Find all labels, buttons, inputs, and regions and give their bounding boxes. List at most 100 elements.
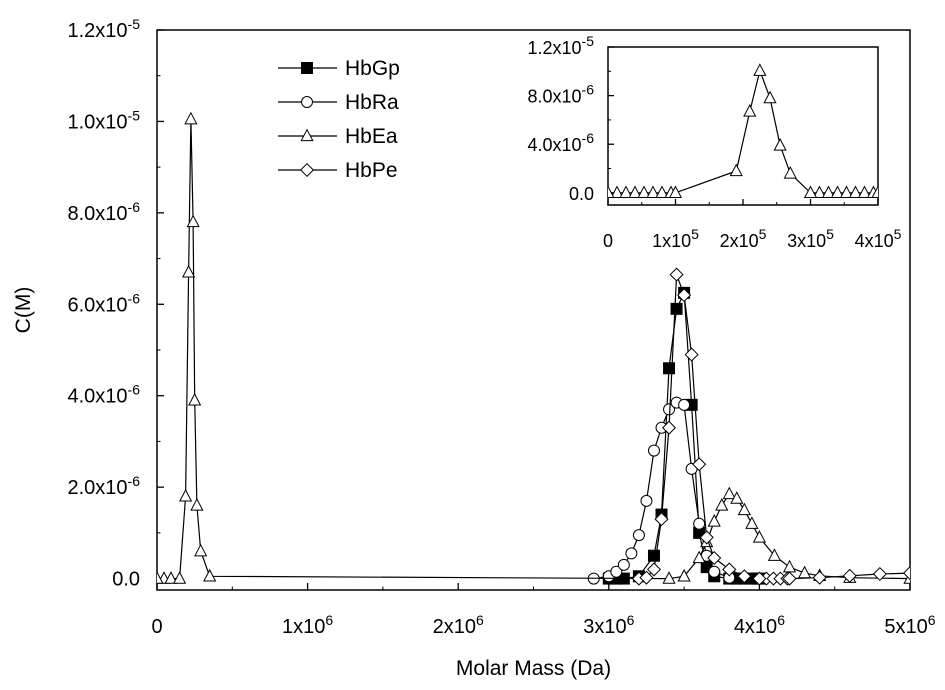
- series-marker-hbea: [857, 185, 872, 199]
- series-marker-hbea: [839, 185, 854, 199]
- series-marker-hbra: [625, 547, 638, 560]
- series-marker-hbra: [640, 494, 653, 507]
- series-marker-hbea: [646, 185, 660, 199]
- y-axis-title: C(M): [12, 287, 35, 334]
- x-tick-label: 4x106: [734, 612, 785, 638]
- series-marker-hbra: [693, 517, 706, 530]
- y-tick-label: 6.0x10-6: [67, 290, 140, 316]
- series-marker-hbpe: [692, 457, 707, 472]
- legend-marker-hbra: [301, 96, 313, 108]
- series-marker-hbea: [172, 571, 187, 584]
- x-tick-label: 2x105: [720, 226, 767, 251]
- inset-plot: 0 1x105 2x105 3x105 4x105 0.0 4.0x10-6 8.0x10-6…: [528, 33, 902, 251]
- series-marker-hbpe: [646, 562, 662, 577]
- series-marker-hbea: [743, 104, 757, 117]
- series-marker-hbra: [632, 529, 645, 542]
- series-marker-hbpe: [902, 566, 910, 581]
- series-marker-hbgp: [647, 549, 660, 562]
- x-tick-label: 3x105: [787, 226, 834, 251]
- series-line-hbpe: [638, 274, 910, 580]
- series-marker-hbea: [164, 571, 178, 584]
- legend-marker-hbgp: [301, 62, 313, 74]
- series-marker-hbea: [182, 264, 196, 278]
- series-marker-hbgp: [670, 302, 683, 315]
- main-plot: 0 1x106 2x106 3x106 4x106 5x106 0.0 2.0x10-6 4.0…: [12, 16, 936, 680]
- series-marker-hbra: [708, 565, 721, 578]
- series-marker-hbea: [715, 498, 729, 511]
- series-layer: [157, 111, 910, 586]
- series-marker-hbpe: [782, 571, 797, 586]
- y-tick-label: 2.0x10-6: [67, 473, 140, 499]
- x-tick-label: 2x106: [433, 612, 484, 638]
- y-tick-label: 4.0x10-6: [67, 382, 140, 408]
- series-marker-hbea: [194, 543, 208, 557]
- series-marker-hbpe: [722, 562, 737, 577]
- series-marker-hbea: [188, 392, 202, 406]
- x-tick-label: 1x106: [282, 612, 333, 638]
- x-axis-title: Molar Mass (Da): [456, 657, 611, 680]
- series-marker-hbea: [830, 185, 845, 199]
- series-marker-hbea: [610, 185, 624, 199]
- series-marker-hbpe: [639, 570, 654, 585]
- series-marker-hbea: [782, 559, 797, 573]
- series-marker-hbea: [871, 185, 878, 199]
- series-line-hbea: [608, 68, 878, 194]
- legend-marker-hbpe: [299, 162, 315, 178]
- legend-label-hbgp: HbGp: [345, 57, 400, 80]
- series-marker-hbea: [722, 486, 736, 500]
- series-line-hbra: [593, 401, 760, 580]
- legend-label-hbpe: HbPe: [345, 159, 398, 182]
- series-marker-hbea: [753, 63, 767, 76]
- series-marker-hbea: [763, 90, 777, 104]
- series-marker-hbpe: [662, 420, 677, 435]
- series-marker-hbea: [737, 502, 751, 516]
- series-marker-hbea: [752, 530, 767, 543]
- series-marker-hbpe: [752, 571, 767, 586]
- series-marker-hbpe: [737, 569, 752, 584]
- series-marker-hbgp: [663, 362, 676, 375]
- series-marker-hbea: [619, 185, 633, 199]
- series-marker-hbea: [692, 550, 706, 564]
- series-marker-hbea: [821, 185, 836, 199]
- x-tick-label: 0: [603, 231, 613, 251]
- series-marker-hbea: [767, 548, 782, 561]
- series-line-hbea: [157, 119, 910, 580]
- y-tick-label: 0.0: [569, 184, 594, 204]
- plot-frame: [607, 46, 879, 206]
- y-tick-label: 0.0: [112, 569, 140, 591]
- x-tick-label: 4x105: [855, 226, 902, 251]
- series-marker-hbea: [637, 185, 651, 199]
- legend: HbGp HbRa HbEa HbPe: [278, 57, 400, 182]
- series-marker-hbra: [647, 444, 660, 457]
- series-line-hbgp: [608, 292, 760, 580]
- series-marker-hbea: [730, 491, 744, 504]
- series-marker-hbpe: [669, 267, 684, 282]
- series-layer: [608, 63, 878, 199]
- series-marker-hbea: [157, 571, 164, 584]
- series-marker-hbra: [610, 565, 623, 578]
- series-marker-hbea: [812, 185, 827, 199]
- series-marker-hbea: [668, 185, 683, 199]
- series-marker-hbra: [617, 558, 630, 571]
- series-marker-hbpe: [707, 550, 722, 566]
- legend-marker-hbea: [300, 128, 314, 142]
- series-marker-hbpe: [812, 570, 827, 585]
- series-marker-hbpe: [684, 347, 699, 362]
- series-marker-hbea: [203, 568, 217, 582]
- y-tick-label: 1.0x10-5: [67, 107, 140, 133]
- series-marker-hbea: [186, 214, 200, 228]
- y-tick-label: 1.2x10-5: [67, 16, 140, 42]
- x-tick-label: 1x105: [652, 226, 699, 251]
- x-tick-label: 3x106: [583, 612, 634, 638]
- series-marker-hbea: [628, 185, 642, 199]
- series-marker-hbea: [707, 514, 721, 527]
- series-marker-hbea: [179, 488, 193, 502]
- series-marker-hbea: [655, 185, 669, 199]
- x-tick-label: 5x106: [884, 612, 935, 638]
- series-marker-hbpe: [842, 568, 857, 583]
- series-marker-hbea: [190, 498, 204, 511]
- series-marker-hbea: [773, 138, 787, 151]
- series-marker-hbea: [184, 111, 198, 125]
